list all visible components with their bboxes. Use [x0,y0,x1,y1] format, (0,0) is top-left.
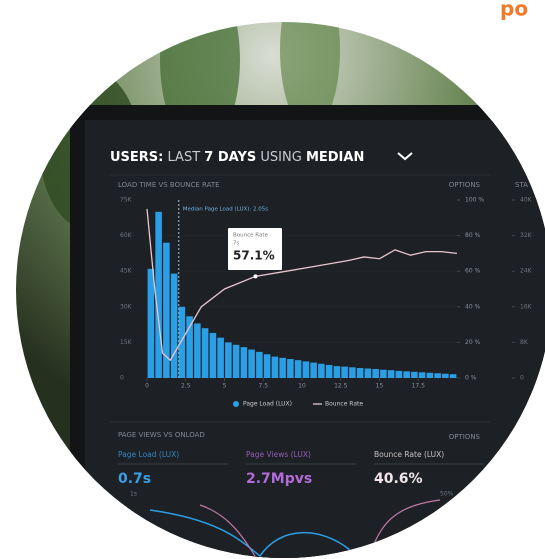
metric-label: Bounce Rate (LUX) [374,450,444,459]
y3-tick-label: 0 [520,375,524,382]
axis-label: 50% [440,491,454,498]
median-label: Median Page Load (LUX): 2.05s [183,207,268,213]
bar [303,361,310,378]
header-part: USING [260,150,301,165]
bar [380,370,387,378]
tooltip-title: Bounce Rate [233,233,268,239]
header-part: LAST [168,150,201,165]
y3-tick-label: 32K [520,232,533,239]
y3-tick-label: 24K [520,268,533,275]
header-part: 7 DAYS [204,150,256,165]
bar [202,328,209,378]
x-tick-label: 0 [145,383,149,390]
brand-text: po [500,0,528,21]
legend-label: Bounce Rate [325,401,363,408]
header-part: MEDIAN [306,150,364,165]
bar [295,360,302,378]
y2-tick-label: 100 % [465,197,484,204]
tooltip-subtitle: 7s [233,241,239,247]
bar [233,345,240,378]
bar [171,274,178,378]
bar [419,372,426,378]
panel-title: LOAD TIME VS BOUNCE RATE [118,181,220,189]
bar [194,323,201,378]
x-tick-label: 10 [298,383,306,390]
bar [372,369,379,378]
y-tick-label: 45K [120,268,133,275]
bar [256,352,263,378]
bar [349,367,356,378]
metric-value: 0.7s [118,471,151,487]
y-tick-label: 0 [120,375,124,382]
bar [163,243,170,378]
bar [403,371,410,378]
bar [279,358,286,378]
y2-tick-label: 40 % [465,303,481,310]
bar [318,364,325,378]
y3-tick-label: 16K [520,303,533,310]
x-tick-label: 15 [376,383,384,390]
header-title: USERS: LAST 7 DAYS USING MEDIAN [110,150,364,165]
metric-label: Page Load (LUX) [118,450,179,459]
y-tick-label: 60K [120,232,133,239]
bar [388,370,395,378]
photo-content: USERS: LAST 7 DAYS USING MEDIAN LOAD TIM… [0,0,545,559]
bar [148,269,155,378]
axis-label: 1s [130,491,137,498]
tooltip-value: 57.1% [233,249,275,263]
y3-tick-label: 40K [520,197,533,204]
bar [225,342,232,378]
y-tick-label: 15K [120,339,133,346]
bar [434,373,441,378]
bar [287,359,294,378]
y2-tick-label: 60 % [465,268,481,275]
bar [326,365,333,378]
bar [179,307,186,378]
bar [357,368,364,378]
bar [427,373,434,378]
metric-value: 2.7Mpvs [246,471,312,487]
bar [248,350,255,378]
panel-title: PAGE VIEWS VS ONLOAD [118,431,205,439]
bar [310,363,317,378]
bar [210,333,217,378]
bar [155,212,162,378]
x-tick-label: 7.5 [258,383,268,390]
page: po USERS: LAST 7 DAYS USING MEDIAN LOAD … [0,0,545,559]
bar [341,367,348,378]
bar [334,366,341,378]
x-tick-label: 5 [223,383,227,390]
x-tick-label: 2.5 [181,383,191,390]
bar [396,371,403,378]
bar [272,357,279,378]
legend-label: Page Load (LUX) [243,401,292,408]
bar [450,374,457,378]
photo: po USERS: LAST 7 DAYS USING MEDIAN LOAD … [0,0,545,559]
bar [264,354,271,378]
x-tick-label: 17.5 [412,383,426,390]
y2-tick-label: 20 % [465,339,481,346]
y-tick-label: 30K [120,303,133,310]
metric-value: 40.6% [374,471,423,487]
y2-tick-label: 80 % [465,232,481,239]
x-tick-label: 12.5 [334,383,348,390]
y-tick-label: 75K [120,197,133,204]
y3-tick-label: 8K [520,339,529,346]
tooltip-point [254,274,258,278]
bar [442,374,449,378]
header-part: USERS: [110,150,163,165]
metric-label: Page Views (LUX) [246,450,311,459]
legend-swatch [233,401,239,407]
y2-tick-label: 0 % [465,375,477,382]
side-panel-title: STA [515,181,528,189]
bar [365,369,372,378]
options-button[interactable]: OPTIONS [449,433,481,441]
bar [411,372,418,378]
options-button[interactable]: OPTIONS [449,181,481,189]
bar [241,347,248,378]
bar [217,338,224,378]
